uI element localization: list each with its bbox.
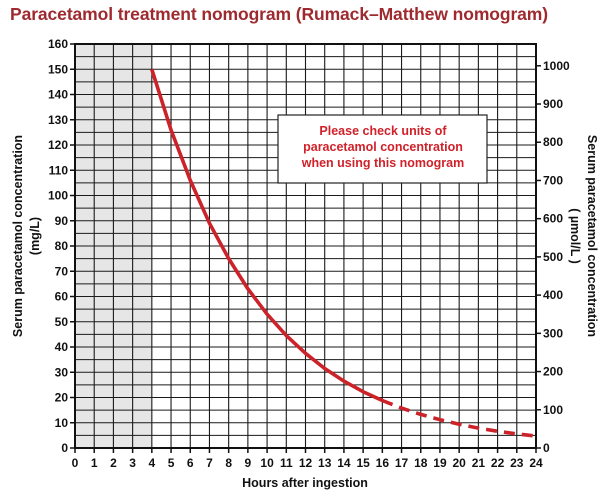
y-right-tick-label: 0	[543, 441, 550, 455]
x-tick-label: 10	[260, 456, 274, 470]
y-left-axis-title: Serum paracetamol concentration (mg/L)	[11, 135, 42, 337]
y-left-tick-label: 120	[48, 138, 68, 152]
y-right-tick-label: 1000	[543, 59, 570, 73]
y-left-tick-label: 70	[55, 264, 69, 278]
x-tick-label: 12	[299, 456, 313, 470]
x-tick-label: 21	[472, 456, 486, 470]
y-left-tick-label: 80	[55, 239, 69, 253]
y-left-tick-label: 20	[55, 391, 69, 405]
y-right-tick-label: 900	[543, 97, 563, 111]
y-right-axis-title-line-1: Serum paracetamol concentration	[585, 135, 599, 337]
y-left-tick-label: 90	[55, 214, 69, 228]
units-warning-line-3: when using this nomogram	[301, 156, 465, 170]
x-tick-label: 22	[491, 456, 505, 470]
x-tick-label: 23	[510, 456, 524, 470]
x-tick-label: 17	[395, 456, 409, 470]
x-tick-label: 7	[206, 456, 213, 470]
treatment-line-solid	[150, 68, 384, 403]
y-right-axis-title: Serum paracetamol concentration ( µmol/L…	[568, 135, 599, 337]
y-left-tick-label: 10	[55, 416, 69, 430]
axis-ticks	[70, 43, 541, 453]
y-right-tick-label: 300	[543, 326, 563, 340]
y-right-tick-label: 100	[543, 403, 563, 417]
y-left-tick-label: 60	[55, 290, 69, 304]
x-tick-label: 1	[91, 456, 98, 470]
x-axis-title: Hours after ingestion	[242, 476, 368, 490]
x-tick-label: 9	[245, 456, 252, 470]
y-left-tick-label: 50	[55, 315, 69, 329]
x-tick-label: 6	[187, 456, 194, 470]
y-left-tick-label: 110	[49, 163, 69, 177]
y-left-tick-label: 30	[55, 365, 69, 379]
y-right-tick-label: 600	[543, 212, 563, 226]
y-right-tick-label: 800	[543, 135, 563, 149]
units-warning-line-1: Please check units of	[319, 124, 447, 138]
y-left-tick-label: 0	[61, 441, 68, 455]
grid-lines	[75, 44, 536, 448]
y-right-tick-label: 400	[543, 288, 563, 302]
units-warning-frame	[277, 114, 488, 184]
x-tick-label: 15	[356, 456, 370, 470]
x-tick-label: 4	[148, 456, 155, 470]
treatment-line	[150, 68, 537, 438]
x-tick-label: 2	[110, 456, 117, 470]
y-right-tick-labels: 0 100 200 300 400 500 600 700 800 900 1000	[543, 59, 570, 455]
x-tick-label: 13	[318, 456, 332, 470]
x-tick-label: 16	[376, 456, 390, 470]
x-tick-label: 11	[280, 456, 293, 470]
x-tick-label: 24	[529, 456, 543, 470]
x-tick-labels: 0 1 2 3 4 5 6 7 8 9 10 11 12 13 14 15 16 17 18 19 20 21 22 23 24	[72, 456, 543, 470]
treatment-line-dashed	[381, 398, 537, 438]
x-tick-label: 5	[168, 456, 175, 470]
page-title: Paracetamol treatment nomogram (Rumack–M…	[10, 4, 548, 24]
x-tick-label: 20	[452, 456, 466, 470]
y-left-axis-title-line-1: Serum paracetamol concentration	[11, 135, 25, 337]
x-tick-label: 0	[72, 456, 79, 470]
y-left-tick-label: 100	[48, 189, 68, 203]
x-tick-label: 14	[337, 456, 351, 470]
y-left-tick-label: 140	[48, 88, 68, 102]
y-left-tick-label: 150	[48, 62, 68, 76]
y-right-tick-label: 500	[543, 250, 563, 264]
y-left-axis-title-line-2: (mg/L)	[28, 217, 42, 255]
units-warning-line-2: paracetamol concentration	[303, 140, 463, 154]
y-left-tick-label: 160	[48, 37, 68, 51]
y-left-tick-label: 130	[48, 113, 68, 127]
y-left-tick-labels: 0 10 20 30 40 50 60 70 80 90 100 110 120 130 140 150 160	[48, 37, 68, 455]
y-right-axis-title-line-2: ( µmol/L )	[568, 208, 582, 264]
y-right-tick-label: 200	[543, 365, 563, 379]
x-tick-label: 18	[414, 456, 428, 470]
x-tick-label: 19	[433, 456, 447, 470]
y-left-tick-label: 40	[55, 340, 69, 354]
x-tick-label: 3	[129, 456, 136, 470]
units-warning-box: Please check units of paracetamol concen…	[277, 114, 488, 184]
x-tick-label: 8	[225, 456, 232, 470]
y-right-tick-label: 700	[543, 173, 563, 187]
